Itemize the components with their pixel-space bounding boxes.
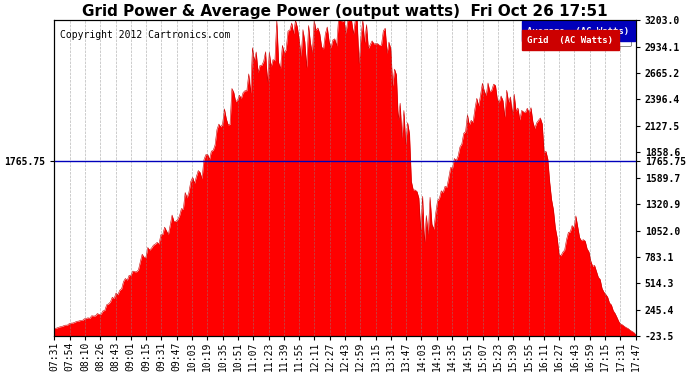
Title: Grid Power & Average Power (output watts)  Fri Oct 26 17:51: Grid Power & Average Power (output watts… xyxy=(82,4,608,19)
Text: Copyright 2012 Cartronics.com: Copyright 2012 Cartronics.com xyxy=(60,30,230,40)
Legend: Average  (AC Watts), Grid  (AC Watts): Average (AC Watts), Grid (AC Watts) xyxy=(525,25,631,46)
